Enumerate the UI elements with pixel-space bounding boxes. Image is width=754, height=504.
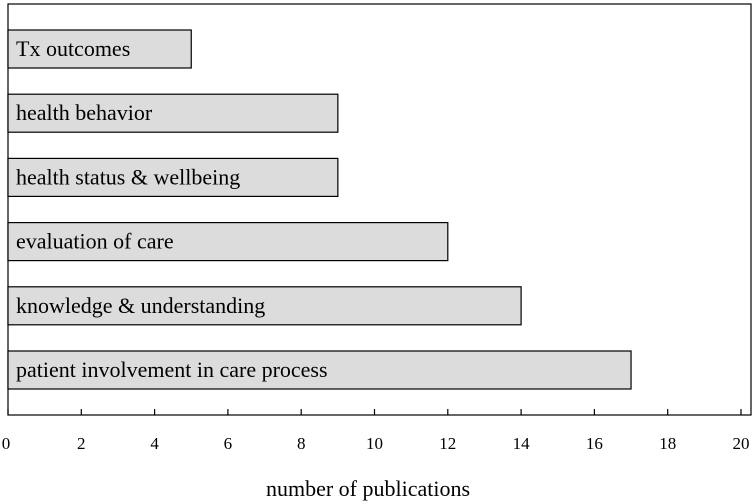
x-axis-title: number of publications (266, 476, 470, 501)
x-tick-label: 4 (150, 434, 159, 453)
bar (7, 350, 632, 390)
bar-category-label: Tx outcomes (16, 36, 130, 61)
x-axis-ticks: 0 2 4 6 8 10 12 14 16 18 20 (2, 409, 750, 453)
bar-category-label: health behavior (16, 100, 153, 125)
x-tick-label: 10 (366, 434, 383, 453)
bar-category-label: patient involvement in care process (16, 357, 328, 382)
x-tick-label: 18 (659, 434, 676, 453)
plot-frame (7, 3, 752, 416)
x-tick-label: 0 (2, 434, 11, 453)
bar (7, 286, 522, 326)
x-tick-label: 20 (733, 434, 750, 453)
x-tick-label: 14 (513, 434, 531, 453)
bar (7, 29, 192, 69)
x-tick-label: 16 (586, 434, 603, 453)
bar (7, 222, 449, 262)
x-tick-label: 8 (297, 434, 306, 453)
x-tick-label: 12 (439, 434, 456, 453)
x-tick-label: 2 (77, 434, 86, 453)
x-tick-label: 6 (224, 434, 233, 453)
bars-group: Tx outcomes health behavior health status … (7, 29, 632, 390)
bar (7, 93, 339, 133)
bar-category-label: evaluation of care (16, 229, 174, 254)
bar-category-label: knowledge & understanding (16, 293, 265, 318)
bar-category-label: health status & wellbeing (16, 164, 240, 189)
bar (7, 157, 339, 197)
